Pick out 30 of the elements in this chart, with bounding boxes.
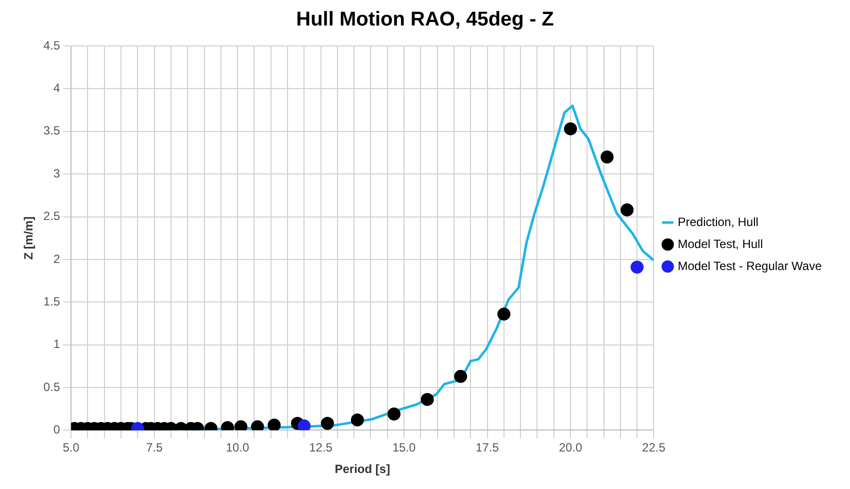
point (497, 308, 510, 321)
point (564, 122, 577, 136)
y-tick-label: 4 (53, 81, 60, 95)
y-axis-title: Z [m/m] (22, 216, 36, 260)
chart-title: Hull Motion RAO, 45deg - Z (296, 8, 554, 31)
y-tick-label: 3.5 (43, 124, 60, 138)
legend-label: Model Test, Hull (678, 236, 763, 251)
x-tick-label: 20.0 (558, 440, 582, 455)
x-tick-label: 17.5 (476, 440, 500, 455)
x-tick-label: 12.5 (309, 440, 333, 455)
y-tick-label: 0 (53, 422, 60, 437)
legend-label: Model Test - Regular Wave (678, 258, 822, 273)
legend-label: Prediction, Hull (678, 214, 758, 229)
x-tick-label: 22.5 (642, 440, 666, 455)
x-tick-label: 15.0 (392, 440, 416, 455)
point (630, 260, 644, 274)
x-tick-label: 7.5 (146, 440, 163, 455)
x-axis-title: Period [s] (334, 462, 390, 476)
y-tick-label: 4.5 (43, 38, 60, 52)
point (298, 419, 311, 430)
y-tick-label: 2.5 (43, 209, 60, 224)
y-tick-label: 2 (53, 252, 60, 266)
y-tick-label: 0.5 (43, 380, 60, 394)
y-tick-label: 1 (53, 337, 60, 352)
x-tick-label: 5.0 (62, 440, 80, 455)
point (620, 203, 634, 216)
y-tick-label: 3 (53, 166, 60, 180)
x-tick-label: 10.0 (226, 440, 250, 455)
point (600, 150, 614, 164)
y-tick-label: 1.5 (43, 294, 60, 308)
